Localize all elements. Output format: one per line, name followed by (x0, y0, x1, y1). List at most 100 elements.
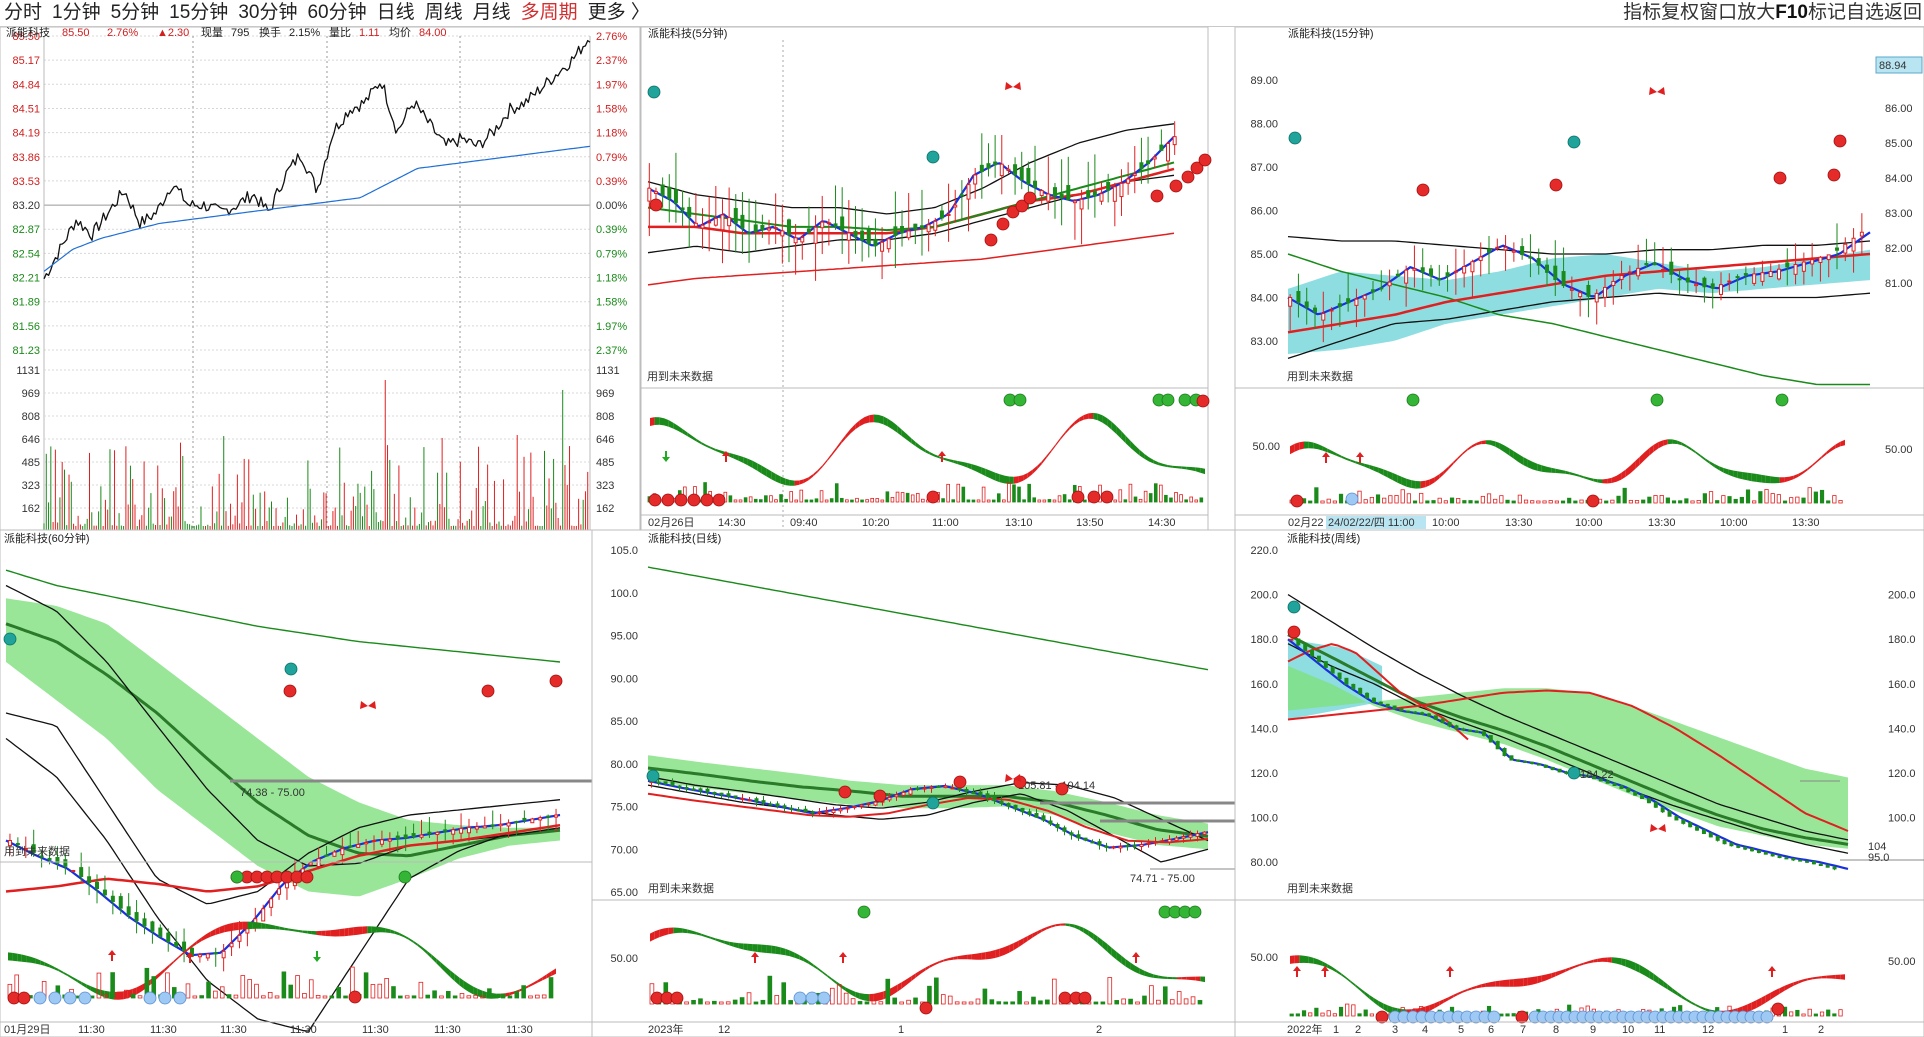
osc-ribbon-weekly-segment (1336, 969, 1342, 976)
osc-ribbon-15m-segment (1686, 445, 1692, 451)
period-tab-9[interactable]: 多周期 (520, 2, 578, 23)
osc-ribbon-60m-segment (26, 955, 31, 963)
osc-bar (363, 972, 369, 999)
price-annotation: 74.71 - 75.00 (1130, 873, 1195, 885)
osc-ribbon-15m-segment (1499, 443, 1505, 453)
tool-button-4[interactable]: F10 (1775, 2, 1808, 23)
osc-ribbon-60m-segment (482, 990, 487, 999)
y-tick-left: 82.54 (12, 248, 40, 260)
osc-ribbon-daily-segment (743, 943, 748, 951)
current-price: 88.94 (1879, 60, 1907, 72)
weekly-candle (1296, 638, 1301, 646)
weekly-candle (1646, 798, 1651, 804)
60m-candle (348, 845, 353, 848)
osc-ribbon-15m-segment (1784, 476, 1789, 483)
daily-candle (705, 788, 710, 793)
period-tab-10[interactable]: 更多 〉 (587, 2, 650, 23)
red-circle-signal-icon (1375, 1010, 1389, 1024)
osc-ribbon-15m-segment (1560, 469, 1566, 474)
period-tab-7[interactable]: 周线 (424, 2, 463, 23)
period-tab-8[interactable]: 月线 (472, 2, 511, 23)
future-data-label: 用到未来数据 (648, 881, 714, 895)
osc-ribbon-5m-segment (1167, 465, 1173, 468)
60m-candle (324, 854, 329, 857)
tool-button-2[interactable]: 窗口 (1699, 2, 1738, 23)
5m-candle (720, 214, 725, 231)
osc-tick-right: 50.00 (1885, 444, 1913, 456)
osc-ribbon-daily-segment (995, 948, 1000, 958)
tool-button-0[interactable]: 指标 (1623, 2, 1662, 23)
tool-button-7[interactable]: 返回 (1883, 2, 1922, 23)
blue-dot-signal-icon (1345, 492, 1359, 506)
5m-candle (1019, 167, 1024, 181)
osc-ribbon-15m-segment (1420, 480, 1426, 489)
15m-candle (1379, 287, 1384, 290)
y-tick-right: 0.00% (596, 200, 627, 212)
osc-ribbon-15m-segment (1709, 461, 1715, 468)
osc-ribbon-weekly-segment (1607, 957, 1612, 963)
60m-candle (158, 927, 163, 938)
period-tab-0[interactable]: 分时 (4, 2, 43, 23)
osc-bar (1320, 1012, 1325, 1017)
daily-candle (929, 786, 934, 789)
osc-ribbon-weekly-segment (1373, 998, 1379, 1007)
5m-candle (653, 191, 658, 194)
osc-ribbon-5m-segment (911, 438, 916, 447)
weekly-candle (1653, 802, 1658, 808)
osc-ribbon-daily-segment (864, 993, 870, 1002)
tool-button-6[interactable]: 自选 (1845, 2, 1884, 23)
red-circle-signal-icon (481, 684, 495, 698)
osc-bar (927, 985, 932, 1005)
15m-candle (1603, 286, 1607, 298)
5m-candle (1152, 156, 1157, 160)
period-tab-2[interactable]: 5分钟 (110, 2, 160, 23)
osc-ribbon-daily-segment (1051, 924, 1056, 928)
osc-ribbon-5m-segment (710, 446, 716, 451)
period-tab-5[interactable]: 60分钟 (307, 2, 367, 23)
osc-ribbon-15m-segment (1308, 441, 1314, 449)
osc-ribbon-15m-segment (1523, 457, 1528, 468)
period-tab-3[interactable]: 15分钟 (169, 2, 229, 23)
tool-button-3[interactable]: 放大 (1737, 2, 1776, 23)
osc-ribbon-60m-segment (224, 923, 229, 933)
weekly-candle (1633, 791, 1638, 796)
period-tab-6[interactable]: 日线 (376, 2, 415, 23)
tool-button-5[interactable]: 标记 (1807, 2, 1846, 23)
osc-ribbon-5m-segment (1004, 475, 1010, 484)
blue-dot-signal-icon (48, 991, 62, 1005)
osc-ribbon-weekly-segment (1318, 959, 1323, 966)
60m-candle (435, 831, 440, 836)
osc-ribbon-daily-segment (939, 959, 944, 964)
weekly-candle (1818, 863, 1823, 867)
osc-ribbon-daily-segment (752, 944, 758, 952)
period-tab-4[interactable]: 30分钟 (238, 2, 298, 23)
osc-ribbon-5m-segment (794, 480, 800, 486)
tool-button-1[interactable]: 复权 (1661, 2, 1700, 23)
osc-bar (989, 999, 995, 1005)
osc-ribbon-60m-segment (215, 926, 220, 935)
osc-ribbon-60m-segment (279, 926, 285, 931)
osc-ribbon-5m-segment (1195, 467, 1201, 473)
osc-ribbon-daily-segment (971, 953, 977, 960)
weekly-candle (1440, 718, 1445, 724)
15m-candle (1661, 269, 1665, 272)
osc-ribbon-60m-segment (362, 926, 368, 934)
period-tab-1[interactable]: 1分钟 (52, 2, 101, 23)
osc-ribbon-60m-segment (288, 928, 294, 932)
y-tick-right: 0.79% (596, 152, 627, 164)
osc-bar (759, 499, 763, 503)
60m-candle (554, 814, 559, 818)
osc-ribbon-daily-segment (664, 927, 669, 936)
osc-bar (213, 990, 218, 999)
5m-candle (993, 161, 998, 166)
osc-bar (1468, 500, 1473, 504)
y-tick-left: 105.0 (610, 545, 638, 557)
5m-candle (1146, 160, 1151, 165)
osc-ribbon-60m-segment (468, 983, 474, 995)
osc-bar (971, 499, 976, 503)
osc-ribbon-15m-segment (1429, 477, 1435, 486)
osc-ribbon-15m-segment (1415, 481, 1421, 489)
osc-ribbon-5m-segment (1125, 435, 1131, 448)
osc-ribbon-60m-segment (17, 953, 22, 962)
teal-circle-signal-icon (284, 662, 298, 676)
